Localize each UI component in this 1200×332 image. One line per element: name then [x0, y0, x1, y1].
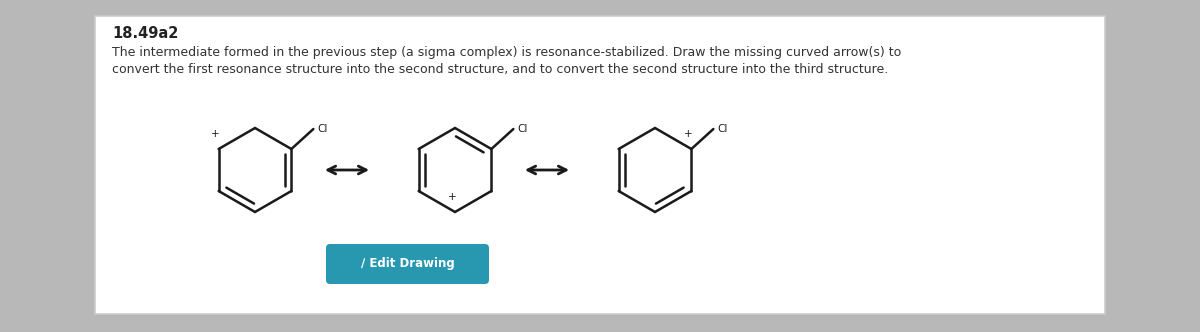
FancyBboxPatch shape: [326, 244, 490, 284]
Text: +: +: [684, 129, 692, 139]
Text: Cl: Cl: [718, 124, 727, 134]
Text: Cl: Cl: [517, 124, 528, 134]
FancyBboxPatch shape: [95, 16, 1105, 314]
Text: +: +: [211, 129, 220, 139]
Text: convert the first resonance structure into the second structure, and to convert : convert the first resonance structure in…: [112, 63, 888, 76]
Text: +: +: [448, 192, 456, 202]
Text: ∕ Edit Drawing: ∕ Edit Drawing: [361, 258, 455, 271]
Text: 18.49a2: 18.49a2: [112, 26, 179, 41]
Text: The intermediate formed in the previous step (a sigma complex) is resonance-stab: The intermediate formed in the previous …: [112, 46, 901, 59]
Text: Cl: Cl: [317, 124, 328, 134]
